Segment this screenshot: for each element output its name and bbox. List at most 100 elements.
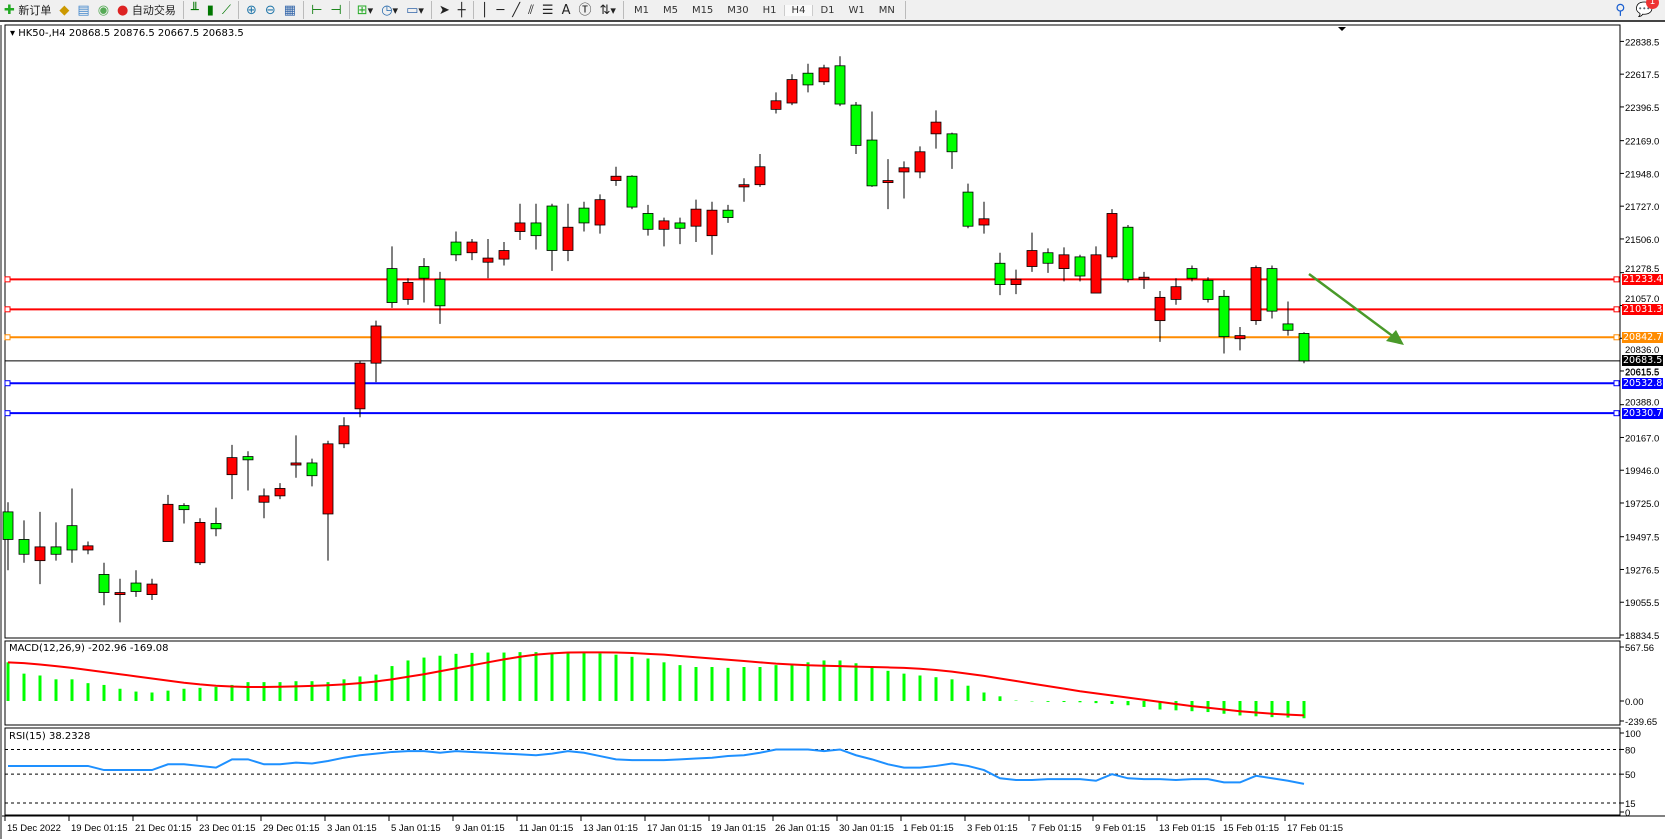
- date-tick-label: 19 Dec 01:15: [71, 823, 128, 834]
- candle: [914, 146, 926, 179]
- horizontal-line-button[interactable]: ─: [492, 0, 508, 20]
- timeframe-m30[interactable]: M30: [727, 4, 749, 16]
- date-tick-label: 17 Feb 01:15: [1287, 823, 1343, 834]
- notifications-button[interactable]: 💬 1: [1636, 0, 1659, 18]
- candle-body: [354, 362, 366, 410]
- candle-body: [498, 250, 510, 260]
- templates-button[interactable]: ▭ ▾: [406, 2, 424, 18]
- candle-body: [482, 257, 494, 263]
- expert-folder-icon: ◆: [59, 2, 70, 18]
- chart-shift-button[interactable]: ⊣: [326, 0, 345, 20]
- candle: [498, 242, 510, 266]
- candle-body: [946, 133, 958, 153]
- signal-button[interactable]: ◉: [94, 0, 113, 20]
- toolbar-separator: [182, 1, 184, 19]
- candle: [370, 320, 382, 383]
- candle-body: [466, 241, 478, 254]
- candle-body: [674, 222, 686, 229]
- autoscroll-icon: ⊢: [311, 2, 323, 18]
- autoscroll-button[interactable]: ⊢: [307, 0, 326, 20]
- candle-body: [50, 546, 62, 555]
- candle: [962, 183, 974, 229]
- toolbar-separator: [430, 1, 432, 19]
- date-tick-label: 1 Feb 01:15: [903, 823, 954, 834]
- date-tick-label: 9 Feb 01:15: [1095, 823, 1146, 834]
- crosshair-button[interactable]: ┼: [454, 0, 470, 20]
- candle-body: [594, 199, 606, 226]
- bid-tick-label: 20615.5: [1625, 367, 1659, 378]
- timeframe-d1[interactable]: D1: [820, 4, 835, 16]
- candle-body: [258, 495, 270, 503]
- candle: [1026, 232, 1038, 272]
- candle-body: [274, 488, 286, 497]
- timeframe-m15[interactable]: M15: [691, 4, 714, 16]
- templates-icon: ▭: [406, 2, 419, 18]
- candle: [626, 175, 638, 210]
- bar-chart-button[interactable]: ╨: [187, 0, 203, 20]
- timeframe-m5[interactable]: M5: [662, 4, 678, 16]
- text-button[interactable]: A: [558, 0, 575, 20]
- zoom-out-icon: ⊖: [264, 2, 276, 18]
- candle-chart-button[interactable]: ▮: [203, 0, 218, 20]
- period-button[interactable]: ◷ ▾: [381, 2, 399, 18]
- arrows-button[interactable]: ⇅ ▾: [599, 2, 616, 18]
- zoom-out-button[interactable]: ⊖: [261, 0, 280, 20]
- equidistant-channel-button[interactable]: ⫽: [524, 0, 538, 20]
- timeframe-h1[interactable]: H1: [762, 4, 777, 16]
- price-tick-label: 20615.5: [1625, 368, 1659, 379]
- price-tick-label: 20388.0: [1625, 398, 1659, 409]
- candle: [1170, 278, 1182, 305]
- candle: [306, 458, 318, 487]
- cursor-button[interactable]: ➤: [435, 0, 454, 20]
- line-chart-button[interactable]: ⟋: [218, 0, 235, 20]
- candle: [82, 541, 94, 555]
- macd-signal-line: [7, 651, 1305, 717]
- zoom-in-button[interactable]: ⊕: [242, 0, 261, 20]
- timeframe-h4[interactable]: H4: [783, 4, 814, 16]
- candle-body: [226, 457, 238, 476]
- candle: [594, 194, 606, 234]
- candle: [338, 417, 350, 449]
- rsi-tick-label: 80: [1625, 745, 1636, 756]
- candle: [98, 562, 110, 606]
- search-icon[interactable]: ⚲: [1615, 2, 1626, 18]
- price-tick-label: 21506.0: [1625, 235, 1659, 246]
- price-tick-label: 19725.0: [1625, 499, 1659, 510]
- new-chart-button[interactable]: ⊞ ▾: [356, 2, 374, 18]
- date-tick-label: 13 Jan 01:15: [583, 823, 638, 834]
- candle-body: [1218, 295, 1230, 338]
- candle-body: [34, 546, 46, 562]
- terminal-button[interactable]: ▤: [73, 0, 93, 20]
- candle-body: [850, 104, 862, 146]
- candle-chart-icon: ▮: [206, 2, 214, 18]
- candle-body: [1170, 286, 1182, 300]
- candle: [610, 166, 622, 186]
- candle-body: [1234, 335, 1246, 340]
- text-label-icon: Ⓣ: [578, 2, 592, 18]
- price-tick-label: 20167.0: [1625, 433, 1659, 444]
- candle-body: [834, 65, 846, 105]
- candle: [866, 111, 878, 187]
- timeframe-w1[interactable]: W1: [848, 4, 865, 16]
- timeframe-m1[interactable]: M1: [633, 4, 649, 16]
- toolbar-separator: [622, 1, 624, 19]
- fibonacci-button[interactable]: ☰: [538, 0, 558, 20]
- candle-body: [82, 545, 94, 551]
- text-label-button[interactable]: Ⓣ: [574, 0, 595, 20]
- candle-body: [562, 226, 574, 251]
- tile-windows-button[interactable]: ▦: [280, 0, 300, 20]
- trendline-button[interactable]: ╱: [508, 0, 524, 20]
- auto-trading-button[interactable]: ● 自动交易: [113, 0, 180, 20]
- timeframe-mn[interactable]: MN: [878, 4, 895, 16]
- candle: [450, 231, 462, 262]
- expert-folder-button[interactable]: ◆: [55, 0, 73, 20]
- vertical-line-button[interactable]: │: [477, 0, 493, 20]
- candle-body: [802, 72, 814, 86]
- candle: [402, 278, 414, 305]
- rsi-panel: [4, 727, 1621, 816]
- new-order-icon: ✚: [4, 2, 15, 18]
- candle: [898, 161, 910, 199]
- candle: [530, 203, 542, 250]
- new-order-button[interactable]: ✚ 新订单: [0, 0, 55, 20]
